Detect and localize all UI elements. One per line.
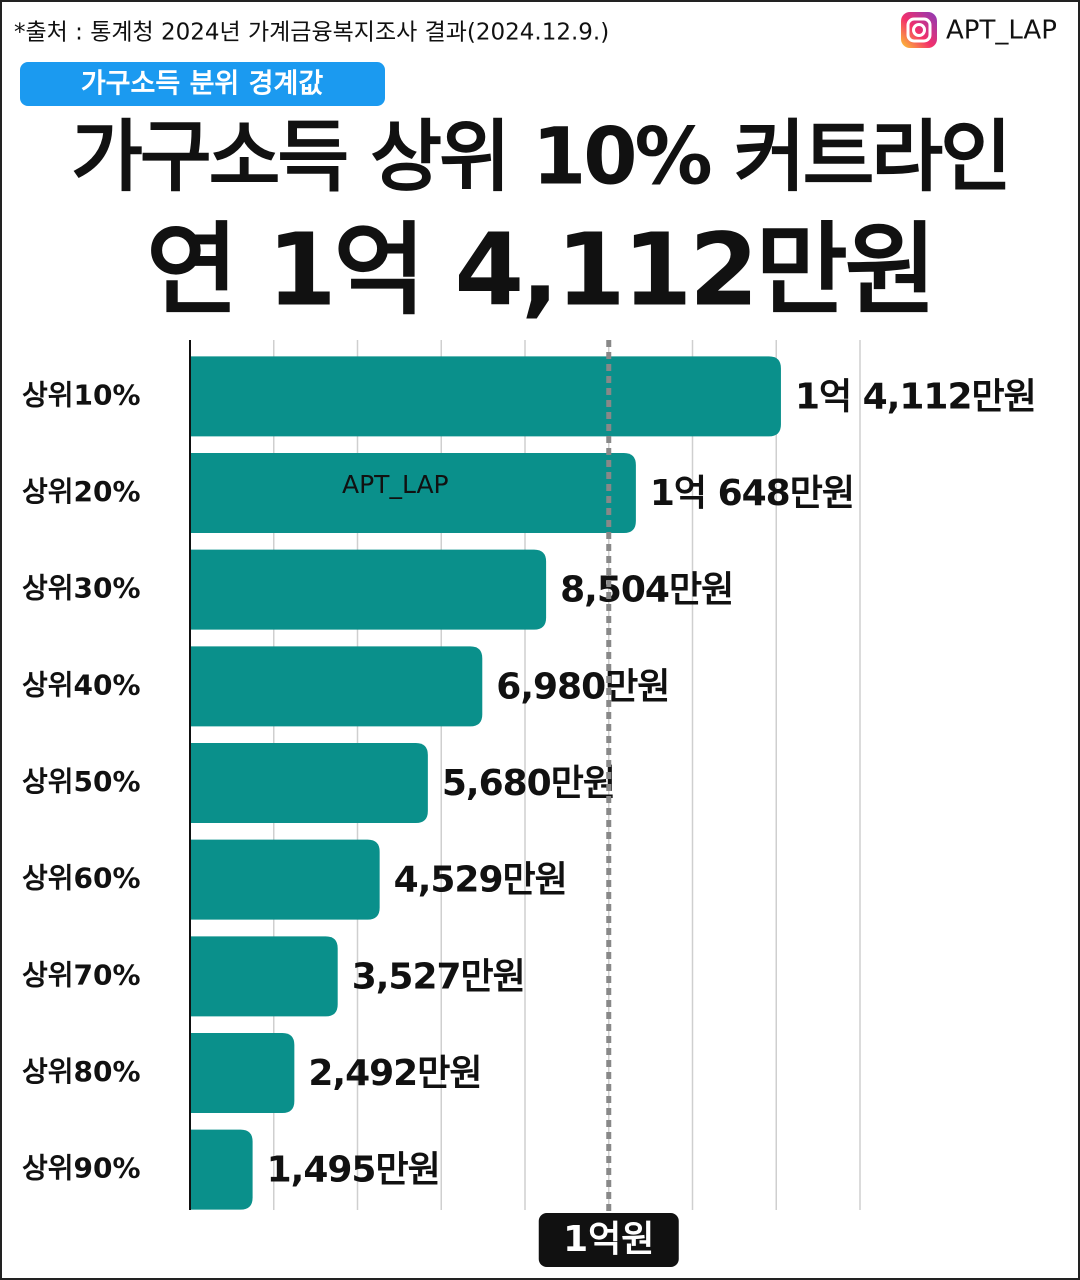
bar: [190, 549, 547, 630]
value-label: 1,495만원: [267, 1150, 440, 1191]
instagram-icon: [901, 12, 937, 48]
category-label: 상위80%: [22, 1055, 141, 1088]
category-label: 상위60%: [22, 862, 141, 895]
bar: [190, 743, 428, 823]
category-label: 상위70%: [22, 958, 141, 991]
value-label: 5,680만원: [442, 763, 615, 804]
bar: [190, 1129, 253, 1210]
value-label: 1억 4,112만원: [795, 376, 1036, 417]
category-label: 상위20%: [22, 475, 141, 508]
badge: [20, 62, 385, 106]
reference-label: 1억원: [563, 1219, 654, 1260]
badge-text: 가구소득 분위 경계값: [81, 69, 324, 100]
subtitle: 연 1억 4,112만원: [146, 211, 934, 328]
title: 가구소득 상위 10% 커트라인: [71, 112, 1009, 202]
category-label: 상위30%: [22, 572, 141, 605]
value-label: 2,492만원: [308, 1053, 481, 1094]
bar: [190, 453, 636, 533]
category-label: 상위50%: [22, 765, 141, 798]
value-label: 6,980만원: [496, 666, 669, 707]
category-label: 상위40%: [22, 668, 141, 701]
category-label: 상위90%: [22, 1152, 141, 1185]
value-label: 4,529만원: [394, 860, 567, 901]
value-label: 1억 648만원: [650, 473, 854, 514]
handle: APT_LAP: [946, 16, 1057, 46]
bar: [190, 839, 380, 920]
value-label: 3,527만원: [352, 956, 525, 997]
bar: [190, 646, 483, 727]
bar: [190, 936, 338, 1017]
bar: [190, 356, 781, 437]
watermark: APT_LAP: [342, 470, 449, 499]
value-label: 8,504만원: [560, 570, 733, 611]
reference-label-box: [538, 1213, 679, 1267]
bar: [190, 1033, 295, 1113]
source-note: *출처 : 통계청 2024년 가계금융복지조사 결과(2024.12.9.): [14, 20, 609, 46]
category-label: 상위10%: [22, 378, 141, 411]
